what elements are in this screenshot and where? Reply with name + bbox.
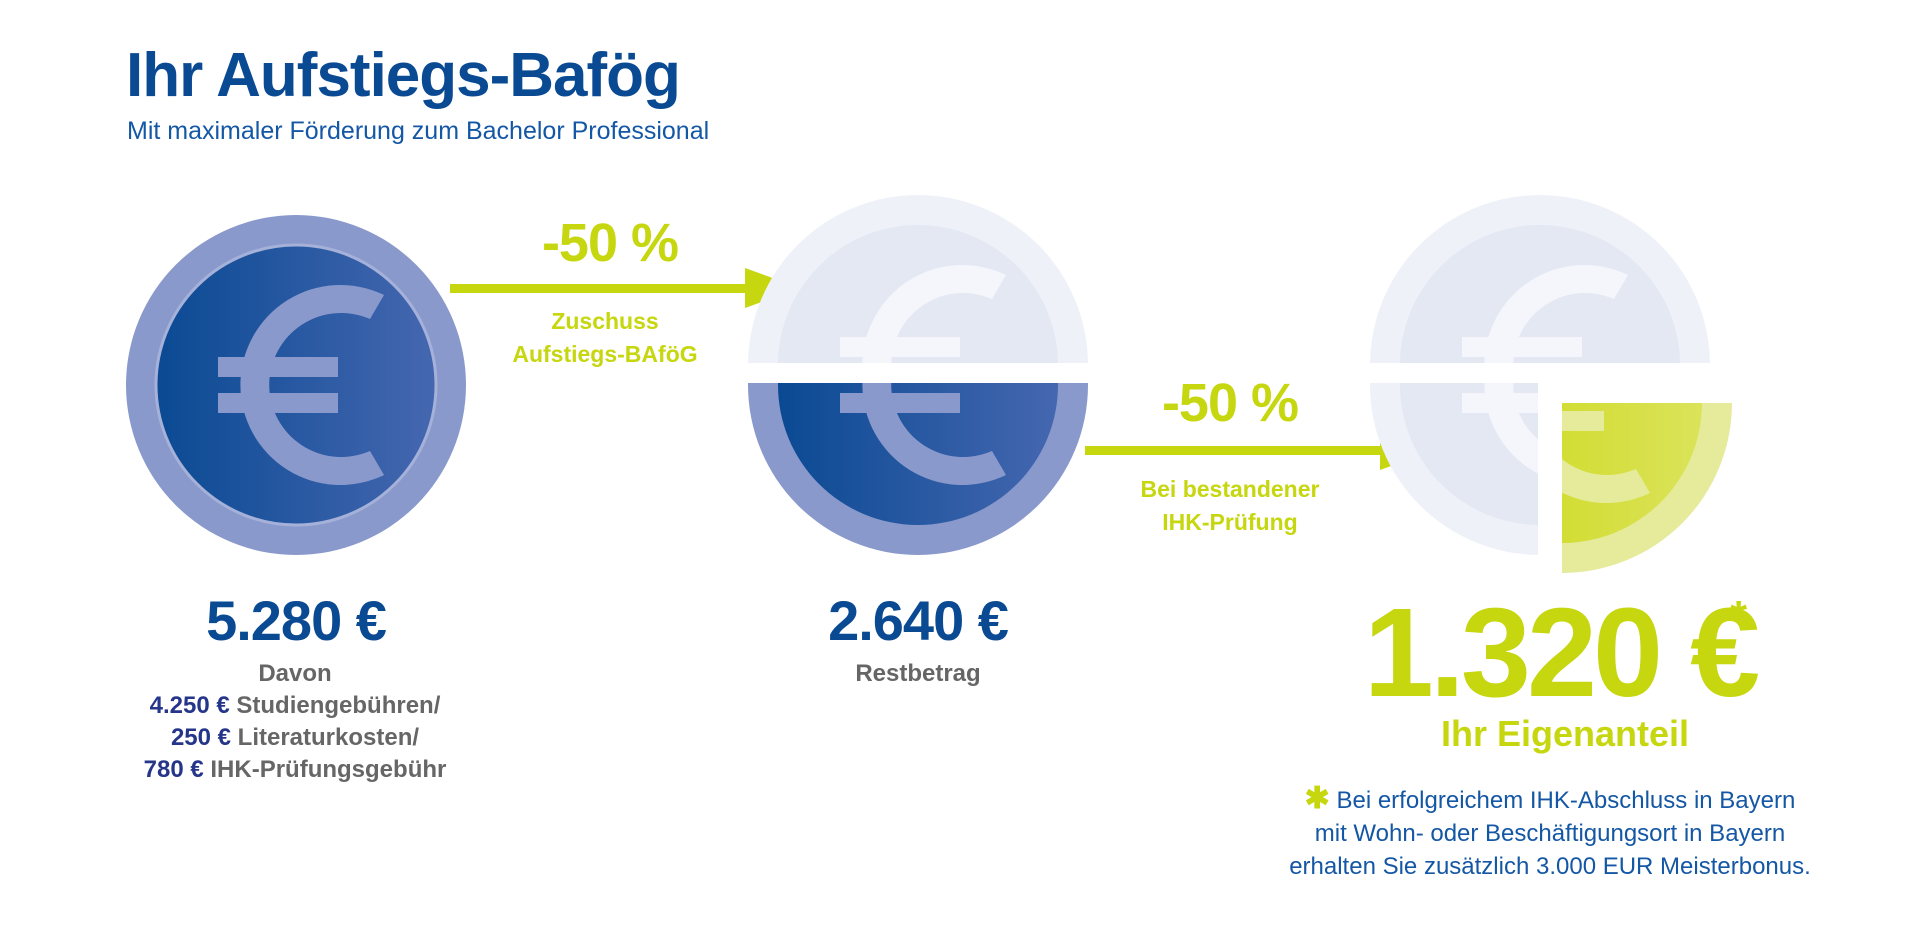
page-title: Ihr Aufstiegs-Bafög [126, 41, 681, 110]
arrow1-label-line2: Aufstiegs-BAföG [512, 341, 698, 367]
breakdown-line: 780 € IHK-Prüfungsgebühr [110, 754, 480, 786]
breakdown-value: 4.250 € [149, 692, 230, 719]
amount-remaining-caption: Restbetrag [855, 660, 981, 687]
percent-reduction-1: -50 % [541, 213, 679, 273]
amount-own-share: 1.320 € [1363, 582, 1760, 723]
breakdown-line: 250 € Literaturkosten/ [110, 722, 480, 754]
footnote-text: Bei erfolgreichem IHK-Abschluss in Bayer… [1336, 787, 1796, 814]
coin-quarter [1370, 195, 1740, 575]
breakdown-line: 4.250 € Studiengebühren/ [110, 690, 480, 722]
footnote: ✱ Bei erfolgreichem IHK-Abschluss in Bay… [1250, 782, 1850, 883]
breakdown-value: 250 € [170, 724, 231, 751]
euro-coin-icon [1370, 195, 1732, 573]
amount-total-breakdown: Davon 4.250 € Studiengebühren/ 250 € Lit… [110, 658, 480, 786]
arrow1-label: Zuschuss Aufstiegs-BAföG [480, 305, 730, 371]
footnote-line1: ✱ Bei erfolgreichem IHK-Abschluss in Bay… [1250, 782, 1850, 817]
euro-coin-icon [126, 215, 466, 555]
coin-half [748, 195, 1088, 555]
arrow2-label: Bei bestandener IHK-Prüfung [1105, 473, 1355, 539]
page-subtitle: Mit maximaler Förderung zum Bachelor Pro… [127, 117, 710, 145]
coin-full [126, 215, 466, 555]
arrow1-label-line1: Zuschuss [551, 308, 659, 334]
amount-total: 5.280 € [206, 589, 387, 652]
breakdown-label: Studiengebühren/ [229, 692, 441, 719]
euro-coin-icon [748, 195, 1088, 555]
arrow2-label-line2: IHK-Prüfung [1162, 509, 1298, 535]
breakdown-label: IHK-Prüfungsgebühr [203, 756, 447, 783]
own-share-caption: Ihr Eigenanteil [1440, 713, 1690, 754]
breakdown-intro: Davon [258, 660, 332, 687]
footnote-line3: erhalten Sie zusätzlich 3.000 EUR Meiste… [1289, 853, 1811, 880]
arrow2-label-line1: Bei bestandener [1140, 476, 1320, 502]
amount-remaining: 2.640 € [828, 589, 1009, 652]
percent-reduction-2: -50 % [1161, 373, 1299, 433]
asterisk-icon: ✱ [1304, 782, 1330, 815]
breakdown-value: 780 € [143, 756, 204, 783]
breakdown-label: Literaturkosten/ [231, 724, 420, 751]
asterisk-icon: * [1730, 592, 1748, 641]
footnote-line2: mit Wohn- oder Beschäftigungsort in Baye… [1314, 820, 1786, 847]
